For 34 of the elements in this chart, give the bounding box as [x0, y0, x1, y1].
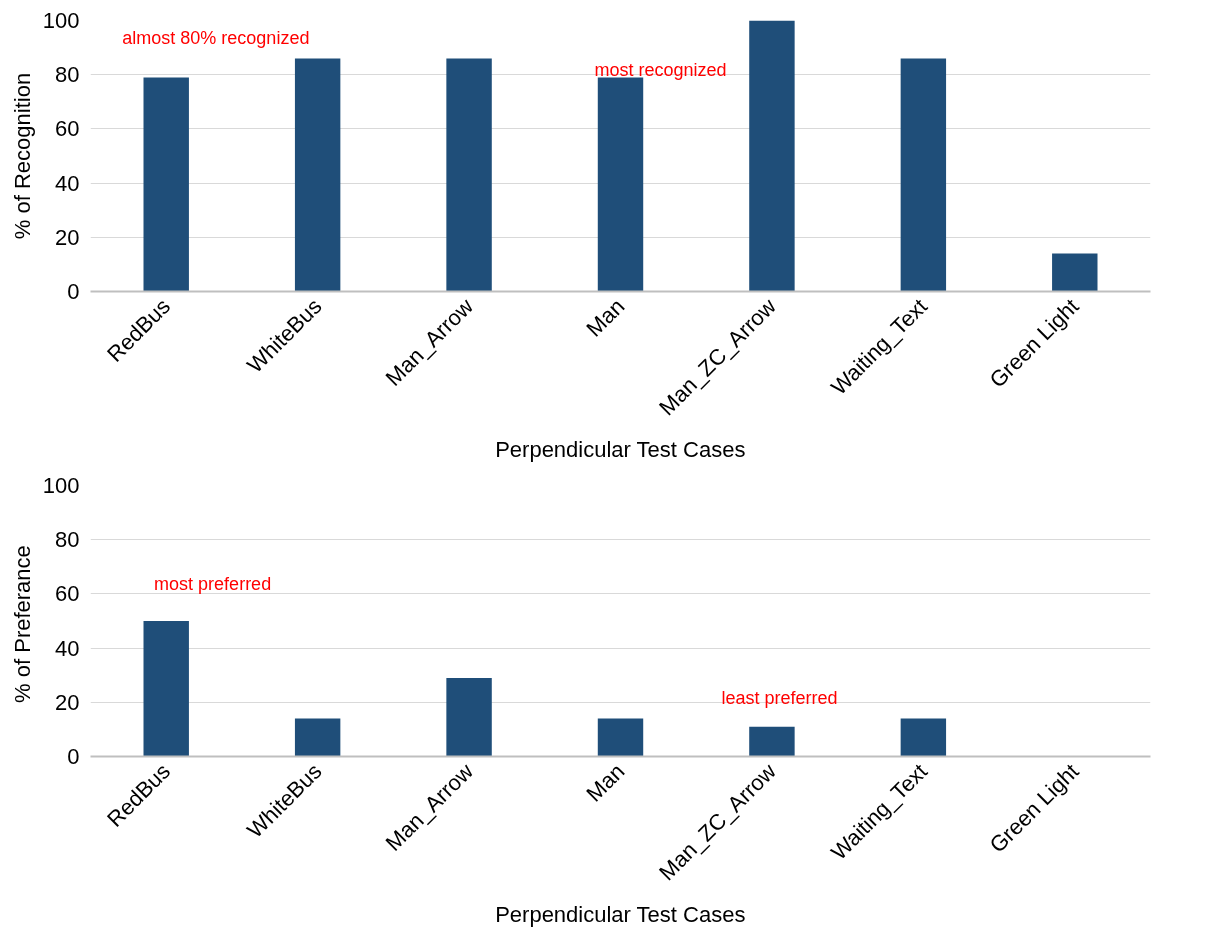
y-tick-label: 0 [67, 744, 80, 769]
y-axis-title: % of Recognition [9, 72, 35, 240]
y-tick-label: 100 [42, 473, 80, 498]
y-axis-title: % of Preferance [9, 545, 35, 703]
y-tick-label: 60 [55, 581, 80, 607]
annotation: almost 80% recognized [122, 27, 310, 48]
bar [294, 718, 341, 757]
bar [446, 58, 492, 292]
annotation: least preferred [721, 687, 838, 708]
bar [900, 718, 947, 757]
bar [294, 58, 341, 292]
y-tick-label: 40 [55, 635, 80, 661]
y-tick-label: 80 [55, 62, 80, 88]
bar [749, 726, 795, 757]
y-tick-label: 40 [55, 170, 80, 196]
y-tick-label: 0 [67, 279, 80, 304]
y-tick-label: 60 [55, 116, 80, 142]
x-axis-title: Perpendicular Test Cases [495, 437, 746, 463]
bar [1052, 253, 1098, 292]
bar [143, 77, 189, 292]
y-tick-label: 100 [42, 8, 80, 33]
bar [446, 677, 492, 757]
x-tick-label: Man [581, 293, 630, 342]
y-tick-label: 20 [55, 224, 80, 250]
y-tick-label: 20 [55, 689, 80, 715]
annotation: most recognized [594, 60, 727, 81]
y-tick-label: 80 [55, 527, 80, 553]
bar [900, 58, 947, 292]
bar [749, 20, 795, 292]
x-tick-label: Man [581, 758, 630, 807]
bar [597, 718, 644, 757]
annotation: most preferred [154, 573, 272, 594]
bar [143, 621, 189, 757]
x-axis-title: Perpendicular Test Cases [495, 902, 746, 928]
